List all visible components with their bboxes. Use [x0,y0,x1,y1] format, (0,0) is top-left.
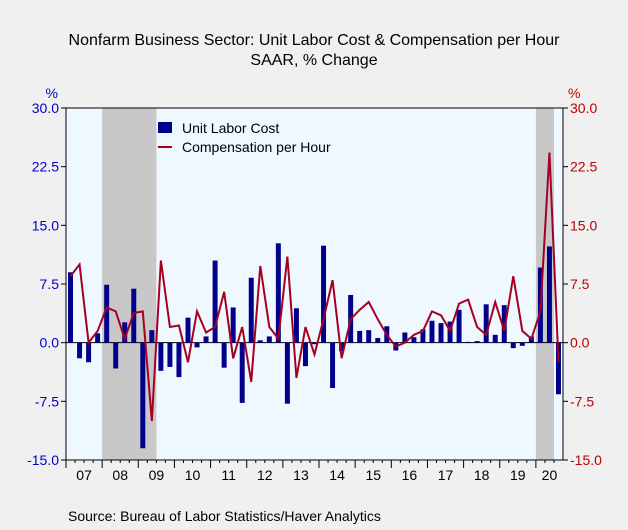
right-tick-label: 15.0 [570,217,597,233]
right-tick-label: 0.0 [570,335,590,351]
source-note: Source: Bureau of Labor Statistics/Haver… [68,508,381,524]
left-axis-unit: % [46,85,58,101]
bar-unit-labor-cost [483,304,489,343]
bar-unit-labor-cost [158,342,164,371]
x-tick-label: 07 [76,467,92,483]
bar-unit-labor-cost [429,320,435,343]
x-tick-label: 09 [149,467,165,483]
bar-unit-labor-cost [185,317,191,343]
bar-unit-labor-cost [230,307,236,343]
x-tick-label: 13 [293,467,309,483]
bar-unit-labor-cost [339,342,345,352]
bar-unit-labor-cost [275,243,281,343]
x-tick-label: 15 [365,467,381,483]
bar-unit-labor-cost [239,342,245,403]
x-tick-label: 20 [542,467,558,483]
x-tick-label: 16 [402,467,418,483]
bar-unit-labor-cost [266,336,272,343]
bar-unit-labor-cost [438,323,444,343]
bar-unit-labor-cost [492,334,498,343]
bar-unit-labor-cost [167,342,173,367]
left-tick-label: 22.5 [32,159,59,175]
bar-unit-labor-cost [212,260,218,343]
bar-unit-labor-cost [248,277,254,343]
legend-swatch-unit-labor-cost [158,122,172,133]
legend-label-unit-labor-cost: Unit Labor Cost [182,120,279,136]
line-compensation-per-hour [69,152,560,421]
bar-unit-labor-cost [176,342,182,378]
bar-unit-labor-cost [95,333,101,343]
x-tick-label: 19 [510,467,526,483]
bar-unit-labor-cost [375,337,381,343]
bar-unit-labor-cost [68,272,74,343]
bar-unit-labor-cost [149,330,155,343]
bar-unit-labor-cost [86,342,92,363]
x-tick-label: 08 [112,467,128,483]
bar-unit-labor-cost [257,340,263,343]
right-tick-label: 22.5 [570,159,597,175]
left-tick-label: 0.0 [40,335,60,351]
right-tick-label: 30.0 [570,100,597,116]
bar-unit-labor-cost [302,342,308,367]
x-tick-label: 14 [329,467,345,483]
right-tick-label: -7.5 [570,393,594,409]
bar-unit-labor-cost [321,245,327,343]
legend-label-compensation-per-hour: Compensation per Hour [182,139,331,155]
bar-unit-labor-cost [221,342,227,368]
bar-unit-labor-cost [402,332,408,343]
bar-unit-labor-cost [420,329,426,343]
bar-unit-labor-cost [330,342,336,389]
bar-unit-labor-cost [203,336,209,343]
bar-unit-labor-cost [546,246,552,343]
recession-band [535,108,554,460]
chart-subtitle: SAAR, % Change [250,52,378,69]
right-tick-label: 7.5 [570,276,590,292]
bar-unit-labor-cost [519,342,525,346]
left-tick-label: 30.0 [32,100,59,116]
chart-title: Nonfarm Business Sector: Unit Labor Cost… [68,32,560,49]
right-tick-label: -15.0 [570,452,602,468]
x-tick-label: 11 [221,467,236,483]
bar-unit-labor-cost [357,330,363,343]
left-tick-label: 7.5 [40,276,60,292]
x-tick-label: 17 [438,467,454,483]
bar-unit-labor-cost [312,342,317,345]
left-tick-label: 15.0 [32,217,59,233]
bar-unit-labor-cost [474,341,480,343]
bar-unit-labor-cost [140,342,146,449]
x-tick-label: 10 [185,467,201,483]
left-tick-label: -7.5 [35,393,59,409]
bar-unit-labor-cost [465,341,471,343]
bar-unit-labor-cost [284,342,290,404]
bar-unit-labor-cost [122,322,128,343]
right-axis-unit: % [568,85,580,101]
bar-unit-labor-cost [510,342,516,349]
bar-unit-labor-cost [104,284,110,343]
bar-unit-labor-cost [555,342,561,395]
bar-unit-labor-cost [366,330,372,343]
recession-band [102,108,157,460]
bar-unit-labor-cost [293,308,299,343]
bar-unit-labor-cost [501,305,507,343]
bar-unit-labor-cost [113,342,119,369]
left-tick-label: -15.0 [27,452,59,468]
x-tick-label: 12 [257,467,273,483]
bar-unit-labor-cost [77,342,83,359]
bar-unit-labor-cost [194,342,200,348]
bar-unit-labor-cost [456,309,462,343]
x-tick-label: 18 [474,467,490,483]
bar-unit-labor-cost [411,337,417,343]
